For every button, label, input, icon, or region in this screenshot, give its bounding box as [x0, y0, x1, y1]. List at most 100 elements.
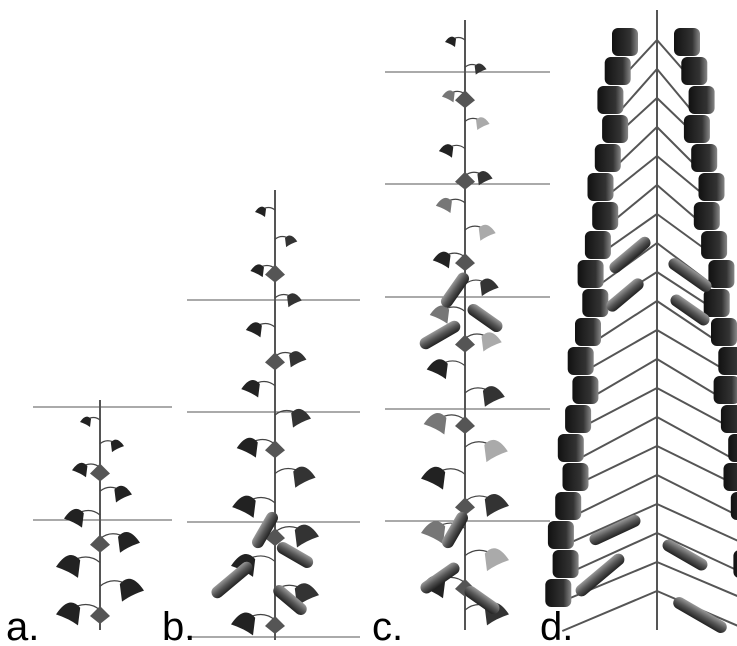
leaf — [265, 264, 285, 283]
leaf-cluster — [674, 28, 700, 56]
branch — [656, 155, 706, 197]
leaf — [119, 578, 144, 602]
panel-label: b. — [162, 605, 195, 646]
leaf — [421, 466, 446, 490]
fruit — [419, 320, 461, 350]
leaf-cluster — [604, 57, 631, 85]
leaf-cluster — [567, 347, 594, 375]
leaf-cluster — [708, 260, 735, 288]
leaf — [294, 524, 319, 548]
fruit — [668, 258, 712, 292]
leaf-cluster — [587, 173, 614, 201]
leaf — [293, 466, 316, 488]
plant-drawings — [33, 10, 737, 640]
branch — [620, 68, 658, 110]
leaf-cluster — [713, 376, 737, 404]
leaf-cluster — [572, 376, 599, 404]
leaf-cluster — [577, 260, 604, 288]
leaf-cluster — [728, 434, 737, 462]
leaf — [110, 439, 124, 453]
branch — [560, 561, 658, 603]
leaf-cluster — [557, 434, 584, 462]
leaf — [118, 531, 140, 553]
leaf-cluster — [594, 144, 621, 172]
leaf — [455, 334, 475, 353]
branch — [594, 300, 658, 342]
leaf-cluster — [562, 463, 589, 491]
leaf-cluster — [612, 28, 638, 56]
fruit — [464, 585, 500, 615]
leaf-cluster — [582, 289, 609, 317]
leaf-cluster — [711, 318, 737, 346]
branch — [656, 561, 737, 597]
leaf-cluster — [602, 115, 629, 143]
leaf — [476, 117, 490, 131]
leaf — [114, 485, 132, 503]
fruit — [662, 539, 708, 571]
leaf — [90, 463, 110, 482]
branch — [581, 416, 658, 458]
leaf-cluster — [584, 231, 611, 259]
fruit — [606, 278, 644, 312]
branch — [656, 474, 737, 516]
branch — [575, 474, 658, 516]
leaf — [441, 90, 455, 103]
leaf — [455, 497, 475, 516]
leaf-cluster — [723, 463, 737, 491]
leaf-cluster — [720, 405, 737, 433]
fruit — [467, 303, 503, 333]
leaf-cluster — [730, 492, 737, 520]
leaf — [80, 416, 91, 427]
leaf-cluster — [592, 202, 619, 230]
leaf — [231, 612, 256, 636]
leaf — [287, 293, 302, 308]
leaf-cluster — [575, 318, 601, 346]
branch — [656, 532, 737, 572]
leaf — [455, 416, 475, 434]
leaf-cluster — [597, 86, 624, 114]
leaf-cluster — [688, 86, 715, 114]
leaf — [265, 616, 285, 634]
leaf — [455, 90, 475, 109]
leaf — [455, 253, 475, 272]
fruit — [273, 585, 307, 615]
branch — [656, 329, 726, 371]
fruit — [211, 561, 253, 599]
leaf-cluster — [693, 202, 720, 230]
fruit — [589, 514, 641, 546]
fruit — [276, 542, 314, 568]
leaf — [477, 171, 493, 186]
leaf — [426, 359, 448, 380]
leaf — [484, 493, 509, 517]
branch — [568, 532, 658, 574]
leaf — [236, 437, 258, 458]
leaf-cluster — [733, 550, 737, 578]
leaf — [481, 332, 502, 352]
leaf-cluster — [545, 579, 572, 607]
leaf — [56, 555, 81, 578]
leaf — [455, 171, 475, 190]
leaf — [421, 521, 446, 544]
leaf-cluster — [718, 347, 737, 375]
branch — [656, 503, 737, 542]
leaf — [265, 440, 285, 459]
leaf — [484, 548, 509, 572]
leaf-cluster — [681, 57, 708, 85]
leaf — [250, 264, 264, 278]
leaf — [438, 144, 454, 158]
branch — [566, 503, 658, 545]
panel-label: d. — [540, 605, 573, 646]
fruit — [670, 294, 710, 326]
panel-label: a. — [6, 605, 39, 646]
fruit — [442, 511, 468, 549]
leaf — [56, 602, 81, 626]
fruit — [440, 272, 470, 308]
branch — [656, 416, 731, 458]
leaf — [245, 322, 262, 338]
leaf-cluster — [703, 289, 730, 317]
leaf-cluster — [547, 521, 574, 549]
fruit — [252, 511, 278, 549]
leaf — [474, 63, 487, 75]
leaf — [241, 379, 260, 398]
branch — [588, 358, 658, 400]
